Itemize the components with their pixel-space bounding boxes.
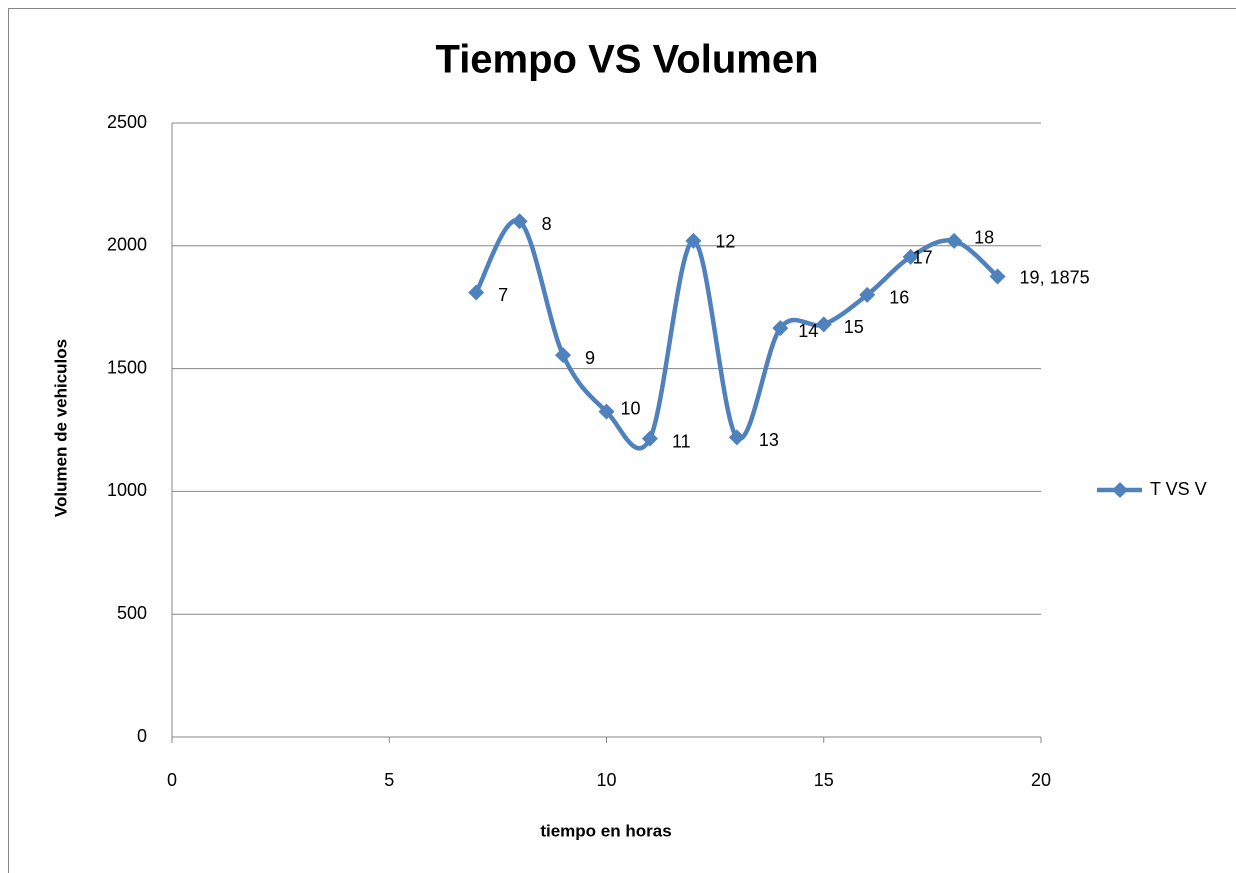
marker [555, 347, 572, 364]
x-tick-label: 20 [1031, 770, 1051, 790]
marker [641, 430, 658, 447]
y-tick-label: 0 [137, 726, 147, 746]
marker [468, 284, 485, 301]
data-label: 8 [542, 214, 552, 234]
data-label: 12 [715, 232, 735, 252]
x-axis-label: tiempo en horas [540, 821, 671, 840]
x-tick-label: 5 [384, 770, 394, 790]
data-label: 7 [498, 285, 508, 305]
marker [728, 429, 745, 446]
series-line [474, 218, 1000, 451]
marker [772, 320, 789, 337]
chart-title: Tiempo VS Volumen [435, 38, 818, 82]
data-label: 13 [759, 430, 779, 450]
data-label: 14 [798, 321, 818, 341]
y-tick-label: 1000 [107, 480, 147, 500]
marker [902, 248, 919, 265]
y-tick-label: 2500 [107, 112, 147, 132]
marker [989, 268, 1006, 285]
data-label: 17 [913, 248, 933, 268]
legend-marker [1112, 482, 1128, 498]
chart-border [8, 8, 1236, 873]
y-axis-label: Volumen de vehiculos [51, 339, 70, 517]
marker [511, 213, 528, 230]
x-tick-label: 15 [814, 770, 834, 790]
data-label: 9 [585, 348, 595, 368]
y-tick-label: 2000 [107, 235, 147, 255]
data-label: 15 [844, 317, 864, 337]
x-tick-label: 0 [167, 770, 177, 790]
marker [815, 316, 832, 333]
marker [859, 286, 876, 303]
legend-label: T VS V [1150, 479, 1207, 499]
marker [598, 403, 615, 420]
data-label: 18 [974, 228, 994, 248]
data-label: 11 [672, 431, 691, 451]
marker [685, 232, 702, 249]
y-tick-label: 500 [117, 603, 147, 623]
data-label: 10 [621, 398, 641, 418]
marker [946, 232, 963, 249]
x-tick-label: 10 [596, 770, 616, 790]
data-label: 19, 1875 [1020, 267, 1090, 287]
data-label: 16 [889, 288, 909, 308]
y-tick-label: 1500 [107, 357, 147, 377]
